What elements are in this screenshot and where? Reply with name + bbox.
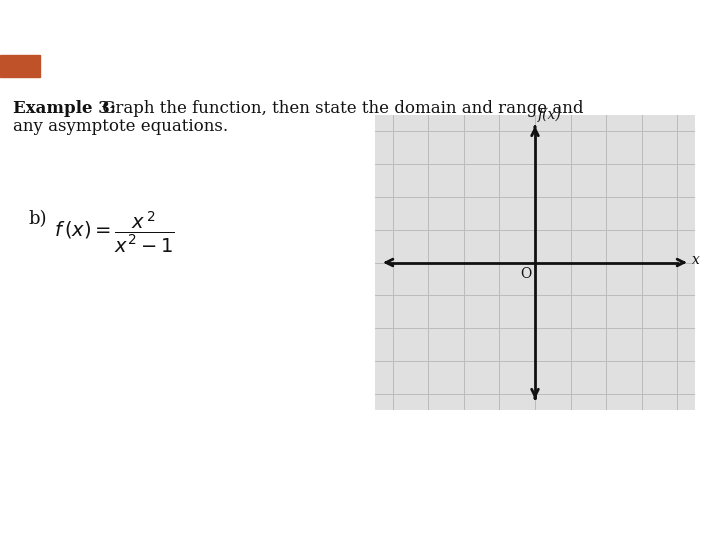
Text: Example 3:: Example 3: [13,100,116,117]
Text: f(x): f(x) [538,107,562,122]
Text: O: O [520,267,531,281]
Text: any asymptote equations.: any asymptote equations. [13,118,228,135]
Text: $f\,(x)=\dfrac{x^{\,2}}{x^2-1}$: $f\,(x)=\dfrac{x^{\,2}}{x^2-1}$ [54,210,175,255]
Text: x: x [692,253,700,267]
Bar [0,55,40,77]
Text: Graph the function, then state the domain and range and: Graph the function, then state the domai… [97,100,584,117]
Text: b): b) [29,210,48,228]
